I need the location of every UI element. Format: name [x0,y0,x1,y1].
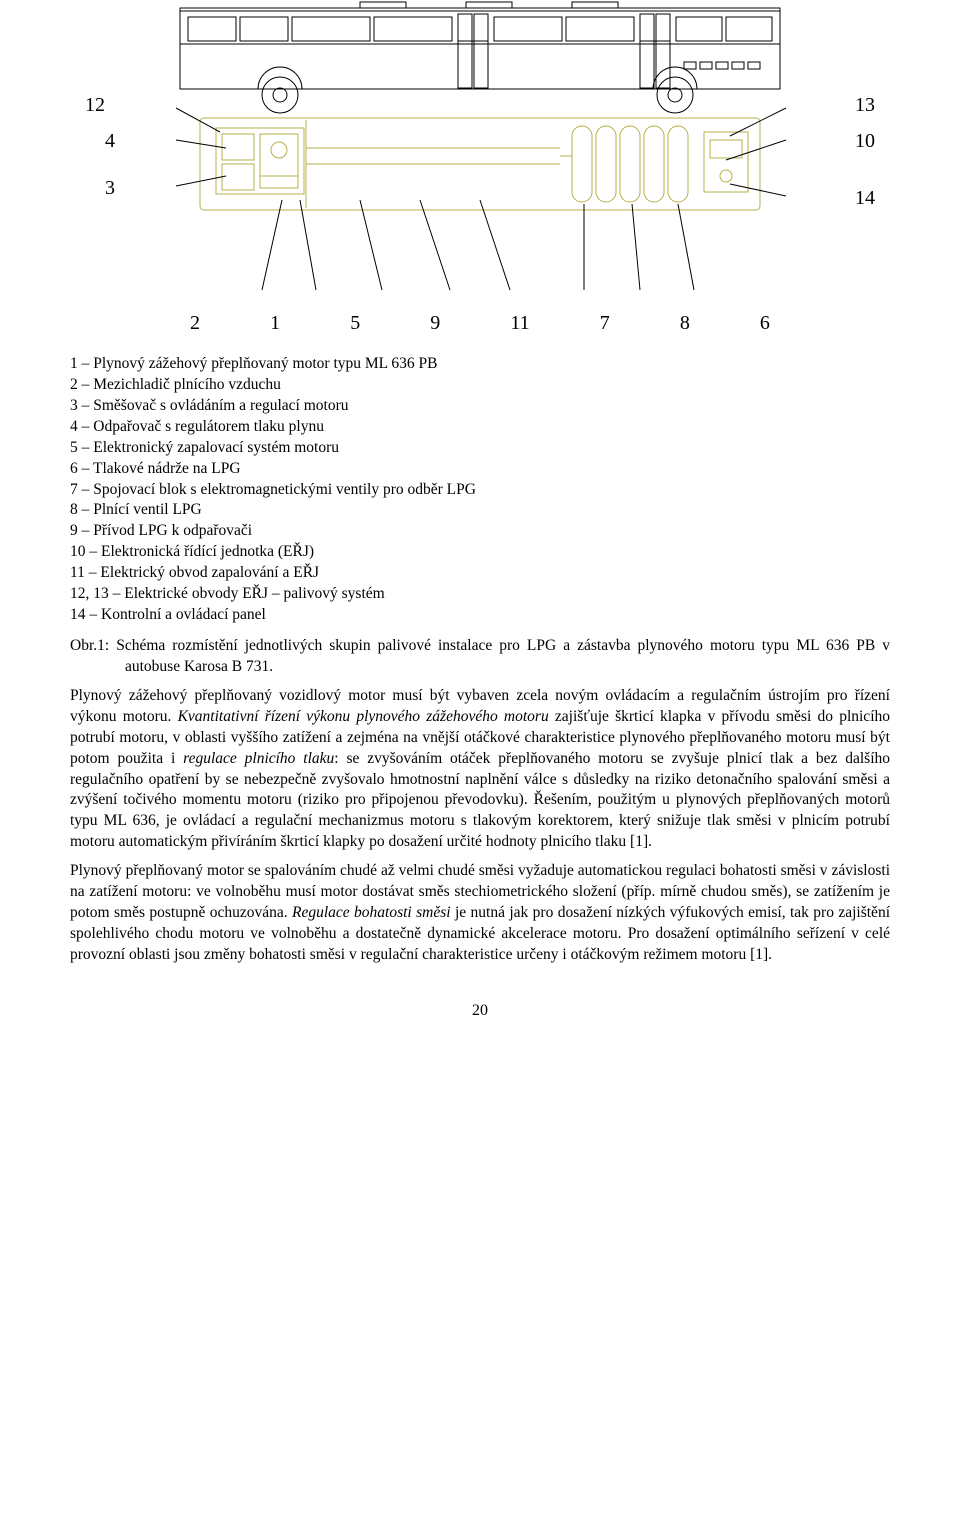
legend-item: 6 – Tlakové nádrže na LPG [70,459,890,480]
callout-3: 3 [105,175,115,202]
legend-item: 11 – Elektrický obvod zapalování a EŘJ [70,563,890,584]
caption-label: Obr.1: [70,637,109,654]
p1-run-b-italic: Kvantitativní řízení výkonu plynového zá… [178,708,549,725]
callout-13: 13 [855,92,875,119]
legend-item: 8 – Plnící ventil LPG [70,500,890,521]
legend-item: 2 – Mezichladič plnícího vzduchu [70,375,890,396]
callout-12: 12 [85,92,105,119]
figure-caption: Obr.1: Schéma rozmístění jednotlivých sk… [70,636,890,678]
bottom-callouts-row: 2 1 5 9 11 7 8 6 [190,310,770,337]
page-number: 20 [70,1000,890,1022]
callout-9: 9 [430,310,440,337]
callout-2: 2 [190,310,200,337]
callout-11: 11 [510,310,529,337]
legend-item: 4 – Odpařovač s regulátorem tlaku plynu [70,417,890,438]
bus-schematic-figure: 12 4 3 13 10 14 [70,0,890,350]
callout-14: 14 [855,185,875,212]
p1-run-d-italic: regulace plnicího tlaku [183,750,334,767]
legend-item: 7 – Spojovací blok s elektromagnetickými… [70,480,890,501]
caption-text: Schéma rozmístění jednotlivých skupin pa… [116,637,890,675]
legend-item: 14 – Kontrolní a ovládací panel [70,605,890,626]
callout-6: 6 [760,310,770,337]
callout-5: 5 [350,310,360,337]
body-paragraph-1: Plynový zážehový přeplňovaný vozidlový m… [70,686,890,853]
legend-item: 10 – Elektronická řídící jednotka (EŘJ) [70,542,890,563]
bus-drawing [130,0,830,300]
callout-4: 4 [105,128,115,155]
body-paragraph-2: Plynový přeplňovaný motor se spalováním … [70,861,890,966]
legend-item: 9 – Přívod LPG k odpařovači [70,521,890,542]
callout-8: 8 [680,310,690,337]
figure-legend: 1 – Plynový zážehový přeplňovaný motor t… [70,354,890,626]
legend-item: 1 – Plynový zážehový přeplňovaný motor t… [70,354,890,375]
callout-10: 10 [855,128,875,155]
callout-7: 7 [600,310,610,337]
legend-item: 5 – Elektronický zapalovací systém motor… [70,438,890,459]
callout-1: 1 [270,310,280,337]
p2-run-b-italic: Regulace bohatosti směsi [292,904,451,921]
legend-item: 3 – Směšovač s ovládáním a regulací moto… [70,396,890,417]
legend-item: 12, 13 – Elektrické obvody EŘJ – palivov… [70,584,890,605]
